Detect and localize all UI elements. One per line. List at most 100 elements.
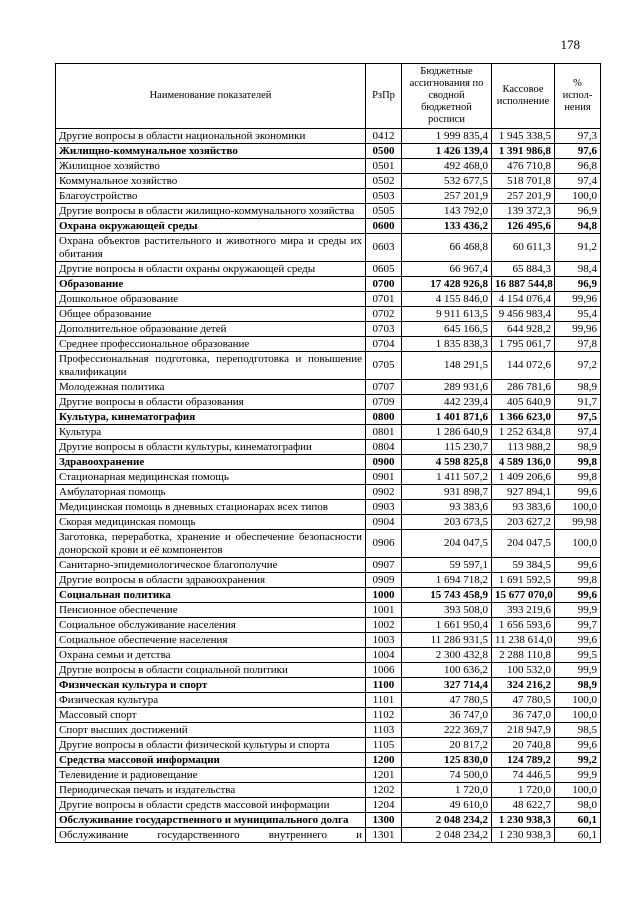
row-budget-cell: 47 780,5 xyxy=(401,692,492,708)
row-budget-cell: 1 286 640,9 xyxy=(401,424,492,440)
table-row: Средства массовой информации 1200 125 83… xyxy=(55,752,601,768)
row-cash-cell: 1 795 061,7 xyxy=(491,336,555,352)
row-cash-cell: 139 372,3 xyxy=(491,203,555,219)
row-name-cell: Другие вопросы в области жилищно-коммуна… xyxy=(55,203,366,219)
row-name-cell: Благоустройство xyxy=(55,188,366,204)
row-percent-cell: 100,0 xyxy=(554,782,601,798)
row-name-cell: Охрана объектов растительного и животног… xyxy=(55,233,366,262)
table-row: Амбулаторная помощь 0902 931 898,7 927 8… xyxy=(55,484,601,500)
row-percent-cell: 99,9 xyxy=(554,602,601,618)
row-name-cell: Другие вопросы в области физической куль… xyxy=(55,737,366,753)
row-code-cell: 1300 xyxy=(365,812,402,828)
row-name-cell: Другие вопросы в области национальной эк… xyxy=(55,128,366,144)
row-cash-cell: 16 887 544,8 xyxy=(491,276,555,292)
row-cash-cell: 4 154 076,4 xyxy=(491,291,555,307)
row-cash-cell: 4 589 136,0 xyxy=(491,454,555,470)
row-percent-cell: 94,8 xyxy=(554,218,601,234)
table-row: Жилищное хозяйство 0501 492 468,0 476 71… xyxy=(55,158,601,174)
row-code-cell: 0707 xyxy=(365,379,402,395)
header-budget-cell: Бюджетные ассигнования по сводной бюджет… xyxy=(401,63,492,129)
row-budget-cell: 931 898,7 xyxy=(401,484,492,500)
row-name-cell: Заготовка, переработка, хранение и обесп… xyxy=(55,529,366,558)
row-name-cell: Другие вопросы в области здравоохранения xyxy=(55,572,366,588)
row-cash-cell: 324 216,2 xyxy=(491,677,555,693)
row-code-cell: 0700 xyxy=(365,276,402,292)
row-name-cell: Другие вопросы в области образования xyxy=(55,394,366,410)
header-cash-cell: Кассовое исполнение xyxy=(491,63,555,129)
row-budget-cell: 1 401 871,6 xyxy=(401,409,492,425)
row-code-cell: 0904 xyxy=(365,514,402,530)
row-name-cell: Среднее профессиональное образование xyxy=(55,336,366,352)
row-percent-cell: 99,6 xyxy=(554,557,601,573)
row-code-cell: 0600 xyxy=(365,218,402,234)
row-name-cell: Стационарная медицинская помощь xyxy=(55,469,366,485)
row-budget-cell: 1 720,0 xyxy=(401,782,492,798)
row-budget-cell: 4 598 825,8 xyxy=(401,454,492,470)
row-percent-cell: 60,1 xyxy=(554,812,601,828)
table-row: Жилищно-коммунальное хозяйство 0500 1 42… xyxy=(55,143,601,159)
row-cash-cell: 476 710,8 xyxy=(491,158,555,174)
row-percent-cell: 96,9 xyxy=(554,203,601,219)
row-budget-cell: 1 661 950,4 xyxy=(401,617,492,633)
row-percent-cell: 97,4 xyxy=(554,424,601,440)
row-percent-cell: 99,2 xyxy=(554,752,601,768)
table-row: Коммунальное хозяйство 0502 532 677,5 51… xyxy=(55,173,601,189)
row-budget-cell: 289 931,6 xyxy=(401,379,492,395)
table-header-row: Наименование показателей РзПр Бюджетные … xyxy=(55,63,601,129)
row-code-cell: 1002 xyxy=(365,617,402,633)
row-budget-cell: 148 291,5 xyxy=(401,351,492,380)
row-name-cell: Физическая культура xyxy=(55,692,366,708)
row-name-cell: Телевидение и радиовещание xyxy=(55,767,366,783)
row-budget-cell: 532 677,5 xyxy=(401,173,492,189)
row-code-cell: 1006 xyxy=(365,662,402,678)
row-name-cell: Охрана окружающей среды xyxy=(55,218,366,234)
table-row: Образование 0700 17 428 926,8 16 887 544… xyxy=(55,276,601,292)
row-code-cell: 1204 xyxy=(365,797,402,813)
row-code-cell: 0501 xyxy=(365,158,402,174)
table-row: Охрана окружающей среды 0600 133 436,2 1… xyxy=(55,218,601,234)
row-percent-cell: 100,0 xyxy=(554,499,601,515)
table-row: Социальное обслуживание населения 1002 1… xyxy=(55,617,601,633)
table-row: Массовый спорт 1102 36 747,0 36 747,0 10… xyxy=(55,707,601,723)
row-code-cell: 0907 xyxy=(365,557,402,573)
row-code-cell: 0702 xyxy=(365,306,402,322)
row-cash-cell: 144 072,6 xyxy=(491,351,555,380)
row-name-cell: Массовый спорт xyxy=(55,707,366,723)
table-row: Заготовка, переработка, хранение и обесп… xyxy=(55,529,601,558)
row-budget-cell: 15 743 458,9 xyxy=(401,587,492,603)
row-code-cell: 1004 xyxy=(365,647,402,663)
row-name-cell: Другие вопросы в области социальной поли… xyxy=(55,662,366,678)
row-budget-cell: 327 714,4 xyxy=(401,677,492,693)
row-percent-cell: 97,6 xyxy=(554,143,601,159)
row-cash-cell: 48 622,7 xyxy=(491,797,555,813)
row-budget-cell: 66 468,8 xyxy=(401,233,492,262)
table-row: Периодическая печать и издательства 1202… xyxy=(55,782,601,798)
row-code-cell: 0502 xyxy=(365,173,402,189)
row-code-cell: 1202 xyxy=(365,782,402,798)
row-percent-cell: 96,9 xyxy=(554,276,601,292)
row-percent-cell: 99,6 xyxy=(554,632,601,648)
row-percent-cell: 91,2 xyxy=(554,233,601,262)
row-percent-cell: 98,9 xyxy=(554,677,601,693)
row-cash-cell: 36 747,0 xyxy=(491,707,555,723)
row-name-cell: Скорая медицинская помощь xyxy=(55,514,366,530)
row-percent-cell: 100,0 xyxy=(554,707,601,723)
row-code-cell: 0800 xyxy=(365,409,402,425)
row-cash-cell: 1 366 623,0 xyxy=(491,409,555,425)
row-budget-cell: 1 835 838,3 xyxy=(401,336,492,352)
table-row: Другие вопросы в области здравоохранения… xyxy=(55,572,601,588)
table-row: Другие вопросы в области охраны окружающ… xyxy=(55,261,601,277)
row-name-cell: Культура xyxy=(55,424,366,440)
row-code-cell: 0801 xyxy=(365,424,402,440)
row-name-cell: Санитарно-эпидемиологическое благополучи… xyxy=(55,557,366,573)
row-percent-cell: 99,8 xyxy=(554,454,601,470)
row-code-cell: 1100 xyxy=(365,677,402,693)
page-number: 178 xyxy=(560,37,581,52)
row-code-cell: 0909 xyxy=(365,572,402,588)
row-name-cell: Дополнительное образование детей xyxy=(55,321,366,337)
row-budget-cell: 203 673,5 xyxy=(401,514,492,530)
row-cash-cell: 74 446,5 xyxy=(491,767,555,783)
row-cash-cell: 1 230 938,3 xyxy=(491,812,555,828)
row-code-cell: 0603 xyxy=(365,233,402,262)
